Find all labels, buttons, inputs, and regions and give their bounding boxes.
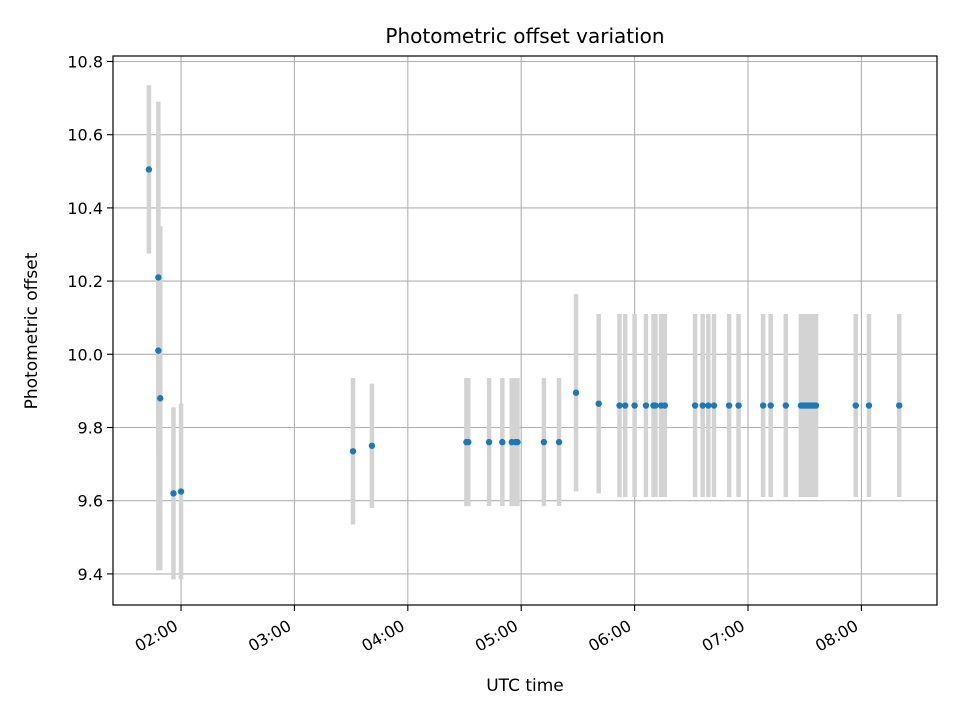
data-point bbox=[759, 402, 767, 409]
data-point bbox=[155, 347, 162, 354]
y-tick-label: 10.8 bbox=[67, 52, 103, 71]
data-point bbox=[896, 402, 903, 409]
data-point bbox=[616, 402, 623, 409]
data-point bbox=[691, 402, 699, 409]
data-point bbox=[572, 389, 580, 396]
plot-frame bbox=[112, 55, 938, 606]
data-point bbox=[865, 402, 873, 409]
data-point bbox=[368, 442, 376, 449]
data-point bbox=[157, 395, 164, 402]
data-point bbox=[155, 274, 162, 281]
data-point bbox=[710, 402, 718, 409]
data-point bbox=[621, 402, 629, 409]
data-point bbox=[540, 438, 548, 446]
y-tick-label: 10.4 bbox=[67, 199, 103, 218]
data-point bbox=[485, 438, 493, 446]
data-point bbox=[812, 402, 820, 409]
data-point bbox=[782, 402, 790, 409]
data-point bbox=[465, 438, 472, 446]
data-point bbox=[725, 402, 733, 409]
y-tick-label: 10.6 bbox=[67, 126, 103, 145]
y-axis-label: Photometric offset bbox=[22, 252, 42, 409]
data-point bbox=[631, 402, 638, 409]
data-point bbox=[177, 488, 185, 495]
y-tick-label: 10.0 bbox=[67, 345, 103, 364]
chart-title: Photometric offset variation bbox=[385, 24, 664, 48]
data-point bbox=[705, 402, 712, 409]
data-points bbox=[145, 166, 903, 497]
data-point bbox=[699, 402, 706, 409]
x-axis-label: UTC time bbox=[486, 676, 564, 696]
data-point bbox=[661, 402, 669, 409]
data-point bbox=[767, 402, 774, 409]
data-point bbox=[852, 402, 859, 409]
data-point bbox=[555, 438, 563, 446]
y-tick-label: 9.6 bbox=[78, 492, 103, 511]
data-point bbox=[499, 438, 506, 446]
y-tick-label: 9.4 bbox=[78, 565, 103, 584]
data-point bbox=[145, 166, 153, 173]
data-point bbox=[514, 438, 521, 446]
y-tick-label: 10.2 bbox=[67, 272, 103, 291]
data-point bbox=[642, 402, 650, 409]
y-tick-label: 9.8 bbox=[78, 418, 103, 437]
data-point bbox=[735, 402, 742, 409]
data-point bbox=[170, 490, 177, 497]
y-axis-ticks: 9.4 9.6 9.8 10.0 10.2 10.4 10.6 10.8 bbox=[67, 52, 113, 584]
data-point bbox=[349, 448, 357, 455]
data-point bbox=[652, 402, 659, 409]
data-point bbox=[595, 400, 602, 407]
